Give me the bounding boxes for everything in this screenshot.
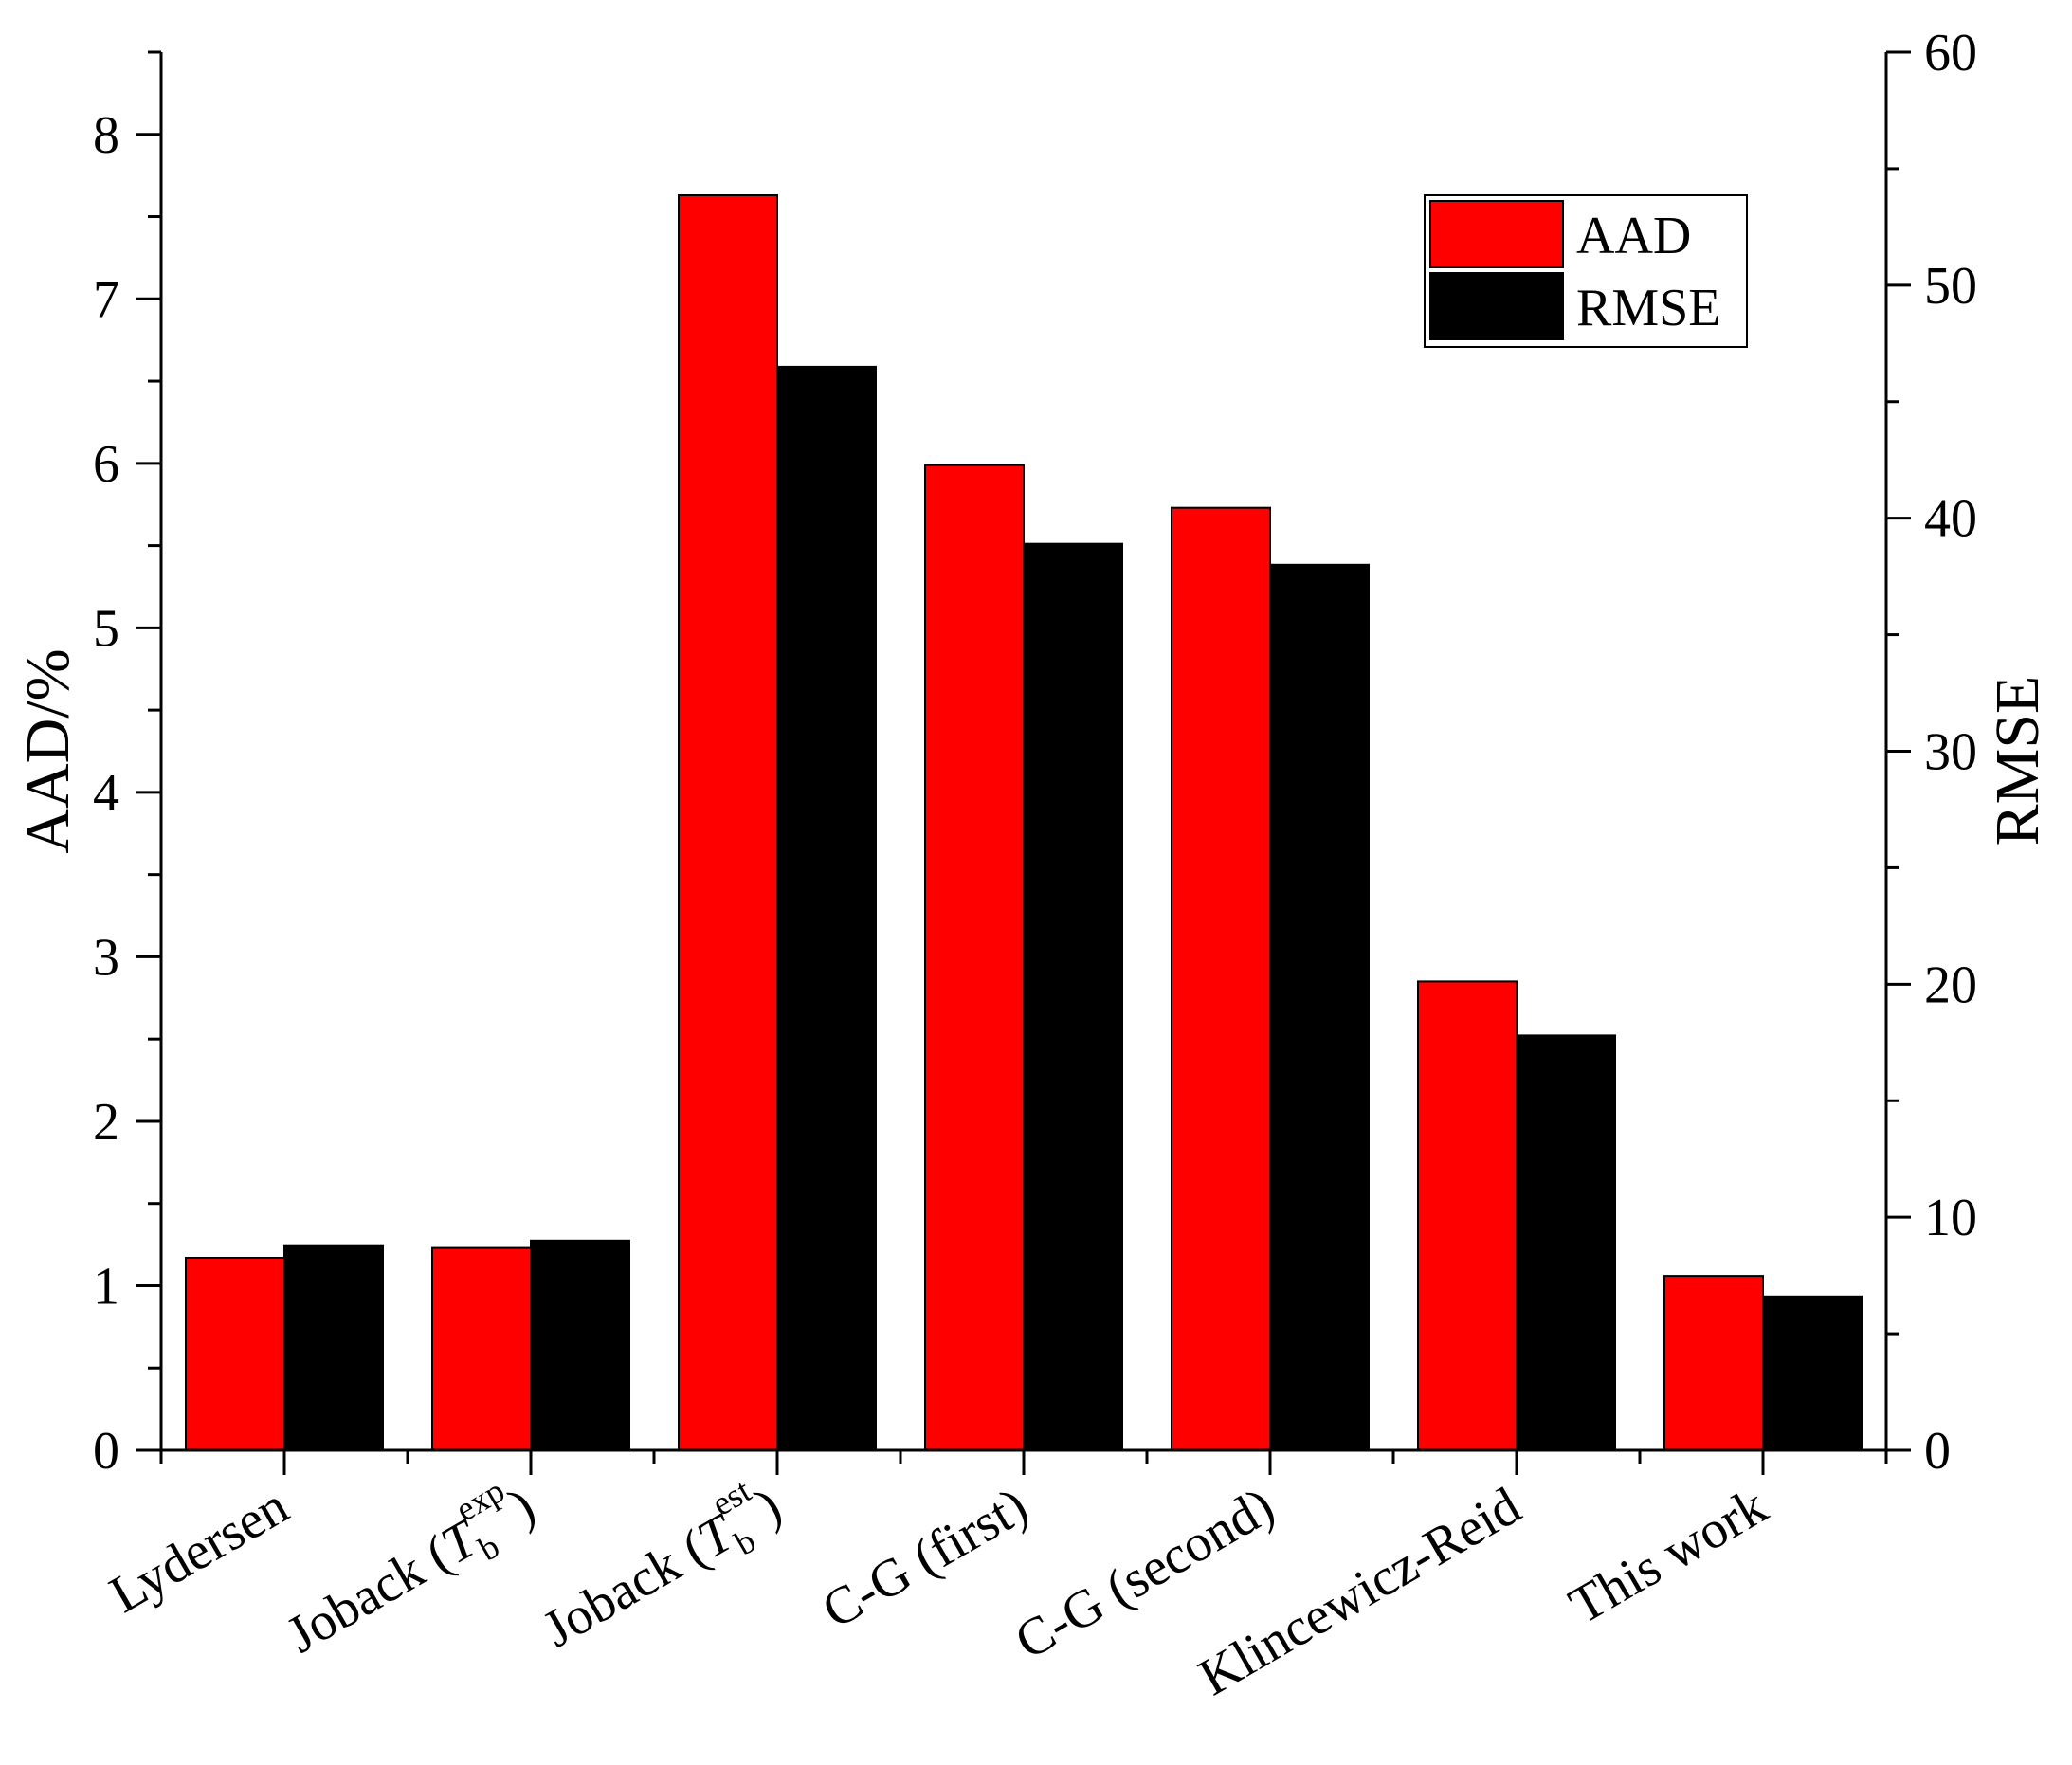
right-tick-label: 60 — [1924, 24, 1977, 82]
legend-swatch-aad — [1429, 200, 1564, 268]
axes-layer — [136, 50, 1911, 1475]
right-tick-label: 10 — [1924, 1189, 1977, 1247]
left-axis-title: AAD/% — [13, 648, 82, 853]
bar-rmse-3 — [1023, 542, 1123, 1451]
left-tick-label: 2 — [93, 1093, 119, 1152]
bar-rmse-0 — [283, 1244, 384, 1451]
left-tick-label: 3 — [93, 928, 119, 987]
bar-aad-3 — [924, 464, 1025, 1452]
bar-aad-1 — [431, 1246, 532, 1451]
category-label-2: Joback (Tbest) — [525, 1463, 795, 1666]
category-label-3: C-G (first) — [812, 1477, 1037, 1641]
bar-aad-0 — [185, 1257, 285, 1451]
left-tick-label: 1 — [93, 1257, 119, 1316]
legend-label-aad: AAD — [1576, 207, 1691, 265]
category-label-6: This work — [1559, 1477, 1776, 1636]
bar-aad-2 — [678, 194, 778, 1451]
left-tick-label: 0 — [93, 1422, 119, 1481]
right-tick-label: 30 — [1924, 723, 1977, 782]
bar-aad-6 — [1663, 1275, 1764, 1451]
bar-rmse-4 — [1269, 563, 1370, 1451]
bar-rmse-6 — [1762, 1295, 1863, 1452]
category-label-0: Lydersen — [100, 1477, 299, 1625]
legend: AAD RMSE — [1424, 194, 1748, 348]
left-tick-label: 7 — [93, 270, 119, 329]
right-tick-label: 20 — [1924, 955, 1977, 1014]
left-tick-label: 5 — [93, 599, 119, 658]
left-tick-label: 4 — [93, 764, 119, 823]
bar-aad-4 — [1171, 506, 1271, 1451]
legend-label-rmse: RMSE — [1576, 279, 1721, 337]
right-tick-label: 50 — [1924, 257, 1977, 316]
legend-swatch-rmse — [1429, 272, 1564, 340]
right-tick-label: 40 — [1924, 490, 1977, 549]
bar-aad-5 — [1417, 980, 1518, 1452]
bar-rmse-5 — [1516, 1034, 1616, 1452]
category-label-1: Joback (Tbexp) — [269, 1463, 549, 1672]
bars-layer — [185, 194, 1863, 1452]
right-tick-label: 0 — [1924, 1422, 1951, 1481]
left-tick-label: 8 — [93, 106, 119, 165]
left-tick-label: 6 — [93, 435, 119, 494]
right-axis-title: RMSE — [1983, 676, 2052, 846]
bar-rmse-2 — [776, 365, 877, 1451]
bar-rmse-1 — [530, 1239, 630, 1452]
